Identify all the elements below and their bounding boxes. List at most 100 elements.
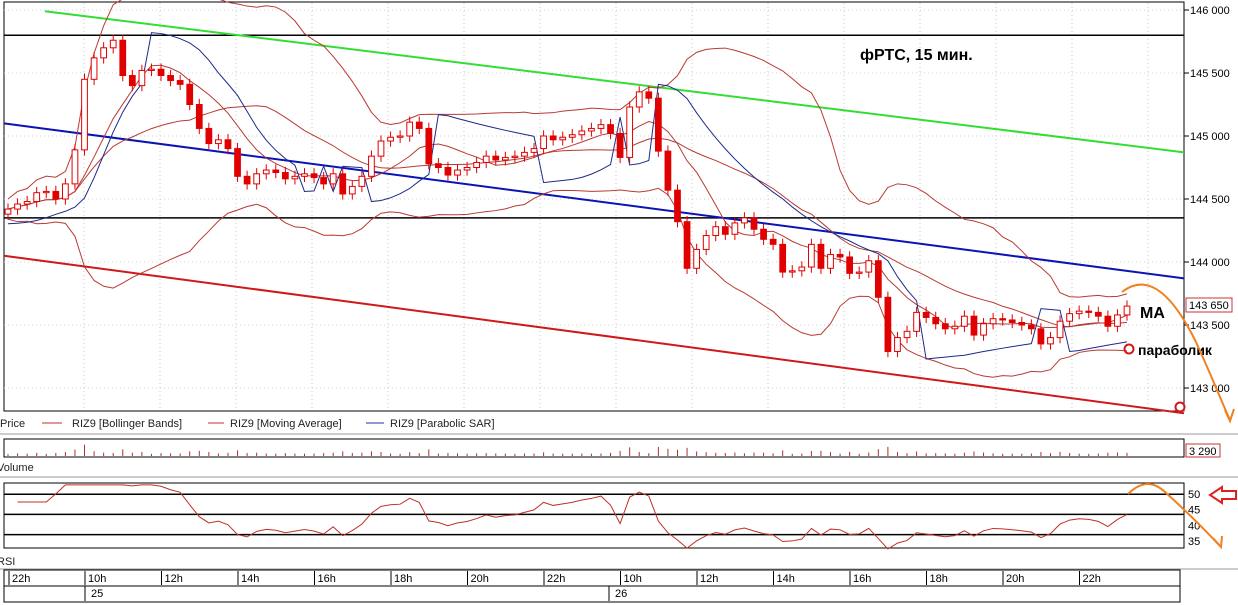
price-tick-label: 145 000 [1190, 131, 1230, 143]
candle-body [128, 75, 136, 87]
volume-last-box [1185, 443, 1221, 458]
candle-body [865, 260, 873, 273]
time-tick-label: 18h [394, 573, 412, 585]
candle-body [301, 173, 308, 177]
candle-body [501, 156, 509, 161]
candle-body [33, 192, 41, 203]
candle-body [148, 68, 155, 71]
candle-body [1027, 324, 1035, 330]
candle-body [435, 163, 442, 169]
candle-body [368, 155, 375, 177]
candle-body [1018, 321, 1026, 326]
candle-body [836, 253, 844, 258]
moving-average [7, 64, 1128, 330]
price-tick-label: 144 000 [1190, 257, 1230, 269]
price-axis: 143 000 143 500 144 000 144 500 145 000 145 5… [1184, 5, 1230, 395]
candle-body [721, 226, 729, 235]
candle-body [894, 337, 901, 352]
candle-body [731, 222, 739, 235]
candle-body [291, 175, 299, 180]
candle-body [693, 248, 700, 269]
date-tick-label: 25 [91, 588, 103, 600]
candle-body [683, 221, 691, 269]
time-tick-label: 12h [700, 573, 718, 585]
candle-body [1075, 310, 1083, 315]
candle-body [253, 173, 261, 185]
candle-body [817, 243, 825, 269]
time-tick-label: 14h [777, 573, 795, 585]
rsi-panel-label: RSI [0, 556, 15, 568]
candle-body [348, 185, 356, 195]
candle-body [855, 271, 863, 274]
time-tick-label: 12h [165, 573, 183, 585]
candle-body [760, 228, 767, 240]
rsi-axis: 35 40 45 50 [1188, 489, 1200, 548]
candle-body [913, 311, 920, 332]
rsi-line [17, 484, 1128, 550]
price-grid [4, 3, 1184, 410]
time-axis-ticks: 22h 10h 12h 14h 16h 18h 20h 22h 10h 12h 14h 16h 18h 2… [8, 571, 1101, 601]
candle-body [310, 173, 318, 179]
candle-body [1114, 314, 1121, 327]
parabolic-marker [1123, 343, 1135, 355]
candle-body [1123, 305, 1131, 316]
candle-body [195, 104, 203, 129]
candle-body [23, 201, 31, 205]
candle-body [980, 323, 987, 336]
candle-body [215, 139, 222, 145]
price-tick-label: 146 000 [1190, 5, 1230, 17]
candle-body [243, 175, 251, 185]
candle-body [607, 124, 614, 134]
candle-body [511, 155, 519, 158]
parabolic-sar [7, 32, 1128, 360]
candle-body [712, 226, 720, 237]
volume-panel [3, 438, 1185, 458]
legend-sar: RIZ9 [Parabolic SAR] [390, 418, 495, 430]
candle-body [14, 203, 21, 210]
candle-body [329, 173, 337, 185]
candle-body [1037, 328, 1045, 345]
green-trendline [44, 10, 1185, 154]
candle-body [788, 270, 796, 273]
time-tick-label: 10h [88, 573, 106, 585]
candle-body [262, 169, 270, 175]
candle-body [626, 106, 634, 158]
candle-body [941, 323, 949, 330]
candle-body [846, 256, 854, 274]
candle-body [377, 140, 385, 157]
candle-body [1104, 315, 1112, 327]
price-tick-label: 144 500 [1190, 194, 1230, 206]
candle-body [989, 318, 997, 325]
candle-body [1056, 320, 1064, 339]
rsi-tick-label: 50 [1188, 489, 1200, 501]
candle-body [884, 296, 892, 352]
bollinger-lower [7, 187, 1128, 378]
candle-body [568, 134, 576, 138]
red-trendline [3, 254, 1185, 415]
candle-body [674, 189, 681, 223]
time-tick-label: 22h [547, 573, 565, 585]
candle-body [664, 150, 672, 191]
time-tick-label: 14h [241, 573, 259, 585]
indicators [7, 0, 1128, 378]
candle-body [588, 127, 595, 132]
candle-body [903, 330, 911, 339]
forecast-arrowhead-rsi [1212, 535, 1223, 550]
forecast-curve-price [1121, 283, 1231, 421]
candle-body [358, 175, 366, 187]
time-tick-label: 16h [853, 573, 871, 585]
candle-body [52, 190, 60, 200]
candle-body [444, 167, 452, 176]
candle-body [827, 253, 834, 269]
candle-body [654, 97, 662, 152]
candle-body [597, 124, 605, 129]
rsi-tick-label: 45 [1188, 505, 1200, 517]
candle-body [482, 155, 490, 163]
legend-price: Price [0, 418, 25, 430]
candle-body [951, 325, 959, 330]
volume-panel-label: Volume [0, 462, 34, 474]
candle-body [119, 39, 127, 77]
candle-body [186, 83, 194, 105]
candle-body [1047, 337, 1054, 345]
